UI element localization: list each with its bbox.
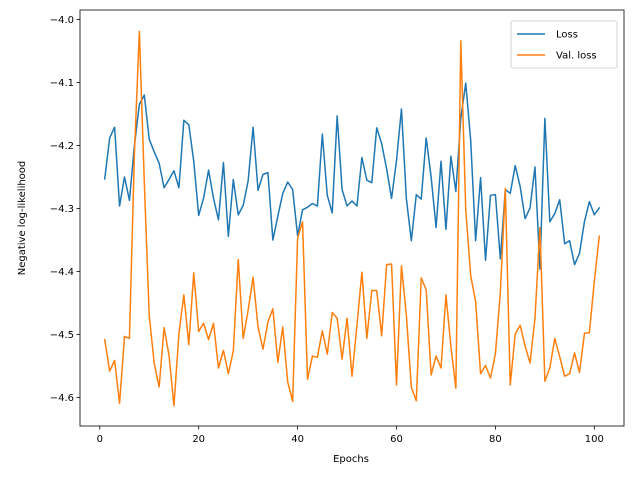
legend-label-val-loss: Val. loss — [556, 51, 597, 62]
x-tick-label: 40 — [291, 434, 304, 445]
y-axis-label: Negative log-likelihood — [17, 161, 28, 276]
x-tick-label: 0 — [97, 434, 103, 445]
y-tick-label: −4.2 — [50, 141, 74, 152]
axes-frame — [79, 9, 625, 427]
y-tick-label: −4.5 — [50, 330, 74, 341]
plot-area — [103, 30, 601, 407]
y-tick-label: −4.3 — [50, 204, 74, 215]
series-line-loss — [103, 82, 601, 270]
y-tick-label: −4.6 — [50, 393, 74, 404]
y-tick-label: −4.1 — [50, 78, 74, 89]
x-axis-label: Epochs — [333, 454, 369, 465]
x-tick-label: 60 — [390, 434, 403, 445]
x-tick-label: 80 — [489, 434, 502, 445]
legend: Loss Val. loss — [510, 20, 618, 69]
legend-box — [510, 20, 618, 69]
x-tick-label: 20 — [192, 434, 205, 445]
y-tick-label: −4.0 — [50, 15, 74, 26]
axes: 0 20 40 60 80 100 −4.6 −4.5 −4.4 −4.3 −4.2 −4.1 −4.0 — [50, 9, 625, 445]
x-tick-label: 100 — [585, 434, 604, 445]
y-tick-label: −4.4 — [50, 267, 74, 278]
legend-label-loss: Loss — [556, 30, 578, 41]
series-line-val-loss — [103, 30, 601, 407]
